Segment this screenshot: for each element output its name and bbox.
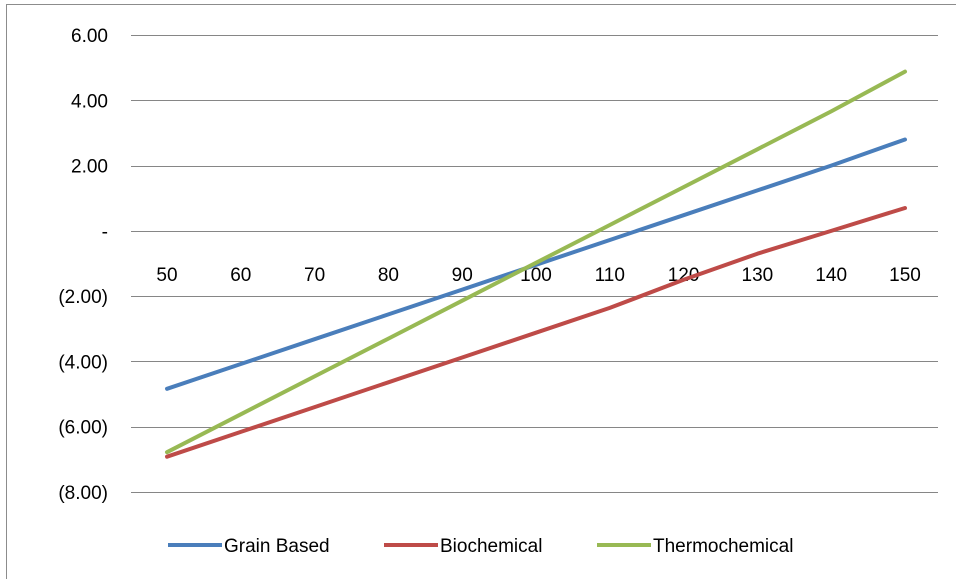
x-tick-label: 100: [520, 265, 552, 286]
x-tick-label: 140: [815, 265, 847, 286]
x-tick-label: 50: [156, 265, 177, 286]
chart-frame: [6, 4, 956, 579]
legend-label: Thermochemical: [653, 536, 793, 557]
y-tick-label: 6.00: [71, 26, 108, 47]
y-tick-label: 4.00: [71, 91, 108, 112]
gridlines: [131, 35, 938, 493]
legend-label: Grain Based: [224, 536, 330, 557]
x-axis-tick-labels: 50 60 70 80 90 100 110 120 130 140 150: [156, 265, 920, 286]
legend: Grain Based Biochemical Thermochemical: [168, 536, 793, 557]
x-tick-label: 80: [378, 265, 399, 286]
series-line-thermochemical: [165, 69, 907, 455]
y-tick-label: 2.00: [71, 157, 108, 178]
series-lines: [165, 69, 907, 459]
x-tick-label: 70: [304, 265, 325, 286]
y-tick-label: (2.00): [58, 287, 108, 308]
x-tick-label: 110: [595, 265, 625, 286]
x-tick-label: 60: [230, 265, 251, 286]
legend-label: Biochemical: [440, 536, 542, 557]
y-axis-tick-labels: 6.00 4.00 2.00 - (2.00) (4.00) (6.00) (8.00): [58, 26, 108, 504]
y-tick-label: (4.00): [58, 352, 108, 373]
x-tick-label: 150: [889, 265, 921, 286]
y-tick-label: (6.00): [58, 418, 108, 439]
x-tick-label: 120: [668, 265, 700, 286]
x-tick-label: 90: [452, 265, 473, 286]
y-tick-label: (8.00): [58, 483, 108, 504]
y-tick-label: -: [102, 222, 108, 243]
series-line-biochemical: [165, 206, 907, 459]
x-tick-label: 130: [742, 265, 774, 286]
